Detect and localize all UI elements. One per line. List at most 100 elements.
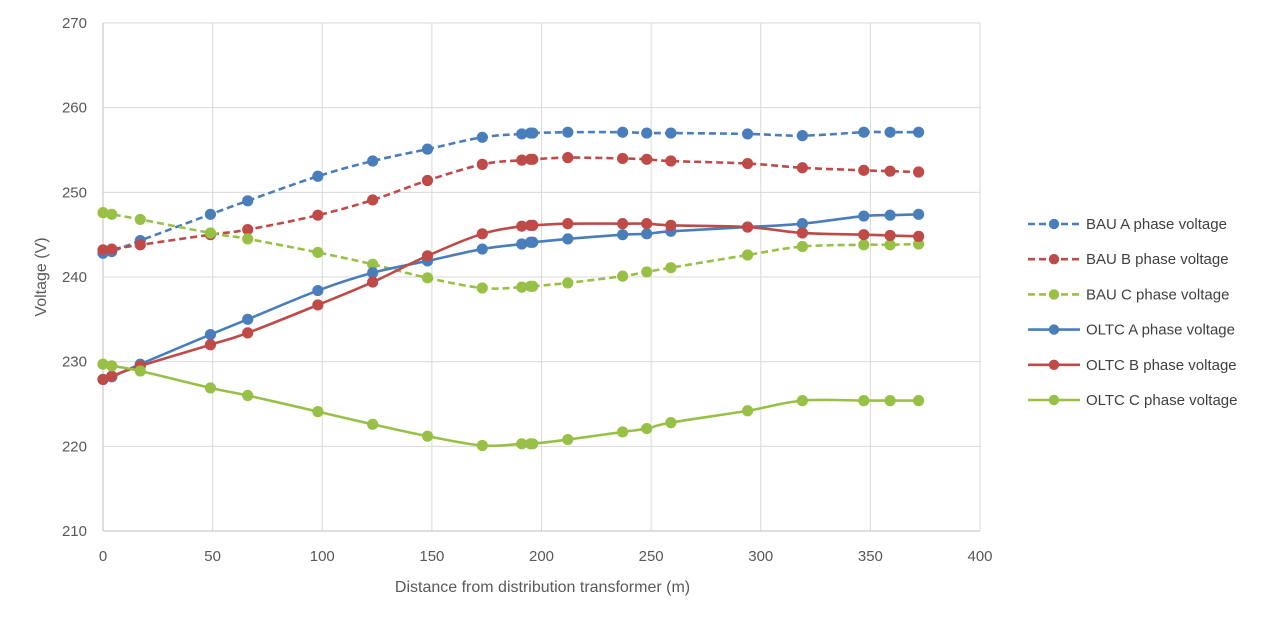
data-point <box>107 244 117 254</box>
legend-swatch-marker <box>1049 324 1059 334</box>
data-point <box>797 130 807 140</box>
series-line-oltc-a-phase-voltage <box>103 214 919 379</box>
data-point <box>859 127 869 137</box>
x-tick-label: 100 <box>310 548 335 565</box>
data-point <box>313 300 323 310</box>
legend-entry-oltc-b-phase-voltage: OLTC B phase voltage <box>1028 357 1237 374</box>
data-point <box>528 154 538 164</box>
data-point <box>885 240 895 250</box>
data-point <box>313 285 323 295</box>
data-point <box>528 128 538 138</box>
y-tick-label: 240 <box>62 269 87 286</box>
x-tick-label: 400 <box>967 548 992 565</box>
data-point <box>205 340 215 350</box>
x-tick-label: 200 <box>529 548 554 565</box>
data-point <box>563 218 573 228</box>
data-point <box>617 271 627 281</box>
x-tick-label: 150 <box>419 548 444 565</box>
data-point <box>885 395 895 405</box>
series-group <box>98 127 924 451</box>
data-point <box>666 156 676 166</box>
data-point <box>135 240 145 250</box>
y-tick-label: 230 <box>62 354 87 371</box>
data-point <box>107 209 117 219</box>
legend-swatch-marker <box>1049 289 1059 299</box>
data-point <box>742 250 752 260</box>
legend-entry-oltc-a-phase-voltage: OLTC A phase voltage <box>1028 322 1235 339</box>
data-point <box>913 209 923 219</box>
data-point <box>243 196 253 206</box>
data-point <box>666 262 676 272</box>
y-tick-label: 220 <box>62 438 87 455</box>
data-point <box>885 230 895 240</box>
y-tick-label: 260 <box>62 100 87 117</box>
data-point <box>477 244 487 254</box>
data-point <box>563 434 573 444</box>
data-point <box>313 406 323 416</box>
data-point <box>642 218 652 228</box>
data-point <box>313 210 323 220</box>
legend-label: BAU A phase voltage <box>1086 216 1227 233</box>
data-point <box>367 277 377 287</box>
data-point <box>859 395 869 405</box>
data-point <box>422 251 432 261</box>
legend-label: OLTC C phase voltage <box>1086 392 1237 409</box>
legend-swatch-marker <box>1049 254 1059 264</box>
x-tick-label: 0 <box>99 548 107 565</box>
data-point <box>859 229 869 239</box>
data-point <box>642 267 652 277</box>
data-point <box>666 417 676 427</box>
data-point <box>135 214 145 224</box>
data-point <box>742 158 752 168</box>
y-tick-label: 210 <box>62 523 87 540</box>
data-point <box>205 209 215 219</box>
legend-label: BAU C phase voltage <box>1086 286 1229 303</box>
legend-entry-bau-b-phase-voltage: BAU B phase voltage <box>1028 251 1229 268</box>
data-point <box>367 195 377 205</box>
data-point <box>885 127 895 137</box>
data-point <box>617 218 627 228</box>
data-point <box>563 234 573 244</box>
line-chart: 210 220 230 240 250 260 270 0 50 100 150 200 250 300 3… <box>0 0 1272 625</box>
data-point <box>367 156 377 166</box>
data-point <box>422 175 432 185</box>
series-oltc-c-phase-voltage <box>98 359 924 451</box>
data-point <box>422 144 432 154</box>
legend-label: BAU B phase voltage <box>1086 251 1229 268</box>
data-point <box>642 423 652 433</box>
data-point <box>797 228 807 238</box>
legend-label: OLTC A phase voltage <box>1086 322 1235 339</box>
data-point <box>642 154 652 164</box>
data-point <box>367 268 377 278</box>
data-point <box>107 371 117 381</box>
legend-swatch-marker <box>1049 360 1059 370</box>
data-point <box>477 440 487 450</box>
data-point <box>742 406 752 416</box>
data-point <box>913 395 923 405</box>
data-point <box>797 163 807 173</box>
data-point <box>313 247 323 257</box>
data-point <box>205 383 215 393</box>
data-point <box>859 211 869 221</box>
series-line-oltc-c-phase-voltage <box>103 364 919 446</box>
data-point <box>528 220 538 230</box>
chart-canvas: 2102202302402502602700 50 100 150 200 250 300 3… <box>0 0 1272 625</box>
data-point <box>742 129 752 139</box>
x-tick-label: 300 <box>748 548 773 565</box>
data-point <box>243 328 253 338</box>
data-point <box>666 128 676 138</box>
legend-entry-bau-c-phase-voltage: BAU C phase voltage <box>1028 286 1229 303</box>
data-point <box>859 165 869 175</box>
data-point <box>477 132 487 142</box>
data-point <box>528 439 538 449</box>
data-point <box>528 281 538 291</box>
data-point <box>477 159 487 169</box>
legend-swatch-marker <box>1049 219 1059 229</box>
data-point <box>563 152 573 162</box>
legend-entry-bau-a-phase-voltage: BAU A phase voltage <box>1028 216 1227 233</box>
data-point <box>859 240 869 250</box>
x-tick-label: 350 <box>858 548 883 565</box>
data-point <box>243 390 253 400</box>
data-point <box>107 361 117 371</box>
data-point <box>563 278 573 288</box>
